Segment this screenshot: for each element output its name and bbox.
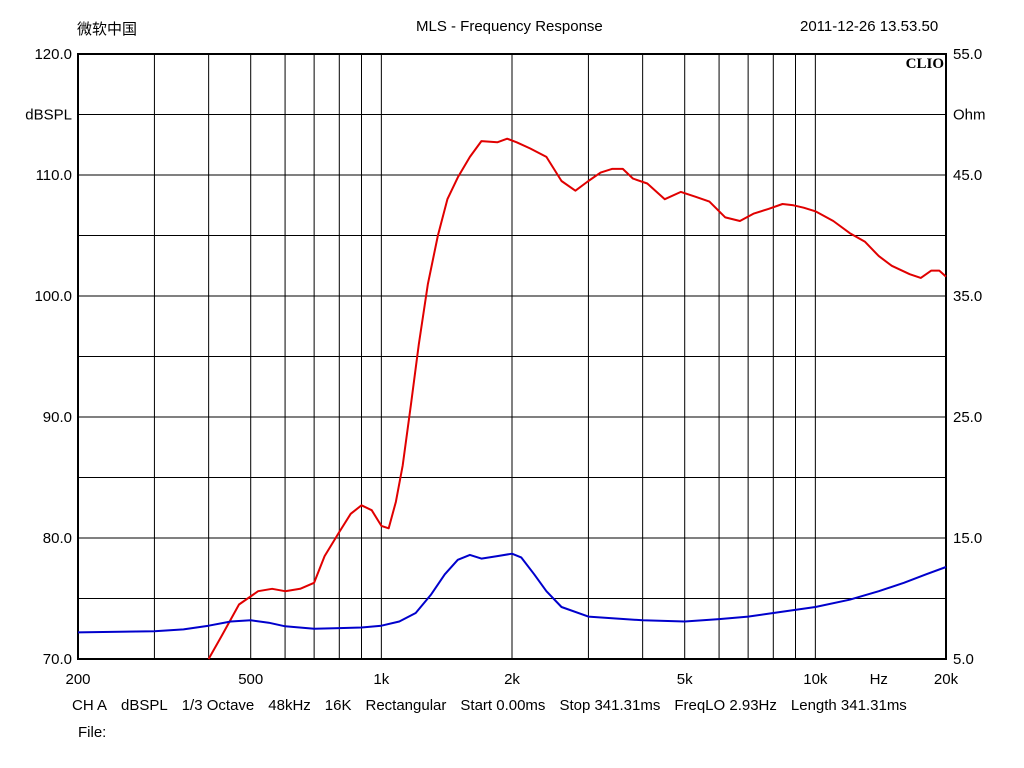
x-tick-label: 10k bbox=[803, 671, 828, 688]
footer-setting: Length 341.31ms bbox=[790, 697, 907, 714]
x-unit-label: Hz bbox=[870, 671, 888, 688]
y-right-tick-label: 45.0 bbox=[953, 167, 982, 184]
measurement-settings: CH A dBSPL 1/3 Octave 48kHz 16K Rectangular St… bbox=[72, 697, 921, 714]
footer-setting: FreqLO 2.93Hz bbox=[674, 697, 777, 714]
frequency-response-curve bbox=[207, 137, 947, 660]
y-right-tick-label: 25.0 bbox=[953, 409, 982, 426]
x-tick-label: 20k bbox=[934, 671, 959, 688]
clio-logo: CLIO bbox=[906, 56, 944, 72]
y-right-tick-label: 55.0 bbox=[953, 46, 982, 63]
y-right-tick-label: 5.0 bbox=[953, 651, 974, 668]
x-tick-label: 1k bbox=[373, 671, 389, 688]
y-left-tick-label: 80.0 bbox=[43, 530, 72, 547]
footer-setting: Rectangular bbox=[365, 697, 447, 714]
x-tick-label: 500 bbox=[238, 671, 263, 688]
footer-setting: Stop 341.31ms bbox=[559, 697, 661, 714]
x-tick-label: 2k bbox=[504, 671, 520, 688]
header-company: 微软中国 bbox=[77, 21, 138, 38]
y-left-tick-label: 90.0 bbox=[43, 409, 72, 426]
chart-title: MLS - Frequency Response bbox=[416, 18, 603, 35]
footer-setting: 1/3 Octave bbox=[181, 697, 255, 714]
y-right-tick-label: 35.0 bbox=[953, 288, 982, 305]
x-tick-label: 5k bbox=[677, 671, 693, 688]
plot-frame bbox=[77, 53, 947, 660]
footer-setting: dBSPL bbox=[121, 697, 168, 714]
y-left-axis-label: dBSPL bbox=[25, 107, 72, 124]
header-timestamp: 2011-12-26 13.53.50 bbox=[800, 18, 939, 35]
y-left-tick-label: 120.0 bbox=[34, 46, 72, 63]
y-left-tick-label: 110.0 bbox=[36, 167, 72, 184]
footer-setting: Start 0.00ms bbox=[460, 697, 546, 714]
y-right-axis-label: Ohm bbox=[953, 107, 986, 124]
file-label: File: bbox=[78, 724, 107, 741]
y-right-tick-label: 15.0 bbox=[953, 530, 982, 547]
y-left-tick-label: 70.0 bbox=[43, 651, 72, 668]
y-left-tick-label: 100.0 bbox=[34, 288, 72, 305]
footer-setting: CH A bbox=[72, 697, 108, 714]
impedance-curve bbox=[77, 552, 947, 634]
x-tick-label: 200 bbox=[65, 671, 90, 688]
footer-setting: 16K bbox=[324, 697, 352, 714]
footer-setting: 48kHz bbox=[268, 697, 311, 714]
